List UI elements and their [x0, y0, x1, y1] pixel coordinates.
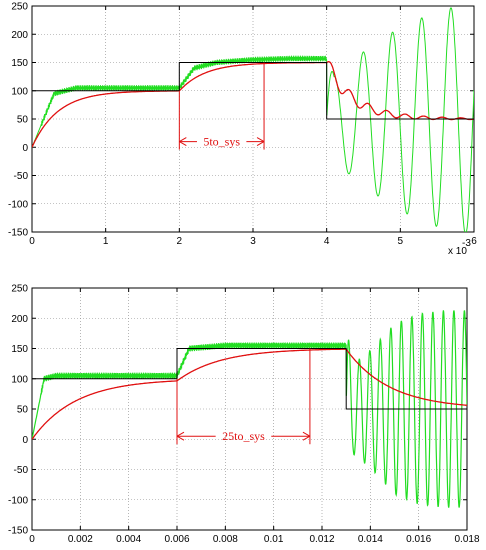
bottom-xtick-label: 0.01 [264, 534, 284, 545]
bottom-ytick-label: 0 [22, 435, 28, 446]
bottom-ytick-label: 200 [11, 314, 28, 325]
bottom-annotation-arrowhead-left [176, 431, 185, 441]
top-ytick-label: -100 [8, 199, 28, 210]
top-ytick-label: -150 [8, 228, 28, 239]
top-annotation-arrowhead-right [256, 137, 265, 147]
bottom-xtick-label: 0.018 [454, 534, 479, 545]
top-ytick-label: 100 [11, 86, 28, 97]
bottom-series-group [32, 310, 467, 508]
bottom-ytick-label: 150 [11, 344, 28, 355]
top-annotation-label: 5to_sys [203, 135, 240, 149]
top-ytick-label: -50 [14, 171, 29, 182]
top-ytick-label: 250 [11, 2, 28, 13]
top-x-multiplier-exp: -3 [462, 238, 471, 249]
top-annotation: 5to_sys [178, 62, 265, 150]
top-chart-panel: -150 -100 -50 0 50 100 150 200 250 0 1 2 3 4 5 6 x 10-3 5… [8, 2, 477, 258]
bottom-annotation: 25to_sys [176, 348, 311, 445]
bottom-chart-panel: -150 -100 -50 0 50 100 150 200 250 0 0.002 0.004 0.0… [8, 284, 480, 546]
bottom-xtick-label: 0.012 [309, 534, 334, 545]
top-xtick-label: 6 [471, 236, 477, 247]
bottom-ytick-label: 100 [11, 374, 28, 385]
top-series-group [32, 7, 474, 232]
bottom-ytick-label: 50 [17, 405, 29, 416]
bottom-xtick-label: 0.002 [68, 534, 93, 545]
bottom-series-red-line [32, 348, 467, 440]
bottom-xtick-label: 0.014 [358, 534, 383, 545]
bottom-xtick-label: 0.006 [164, 534, 189, 545]
top-series-reference-line [32, 62, 474, 120]
bottom-ytick-label: -150 [8, 526, 28, 537]
top-annotation-arrowhead-left [179, 137, 187, 147]
bottom-annotation-label: 25to_sys [222, 429, 265, 443]
top-x-multiplier: x 10 [448, 246, 467, 257]
bottom-ytick-label: -100 [8, 495, 28, 506]
top-xtick-label: 1 [103, 236, 109, 247]
top-xtick-label: 2 [177, 236, 183, 247]
bottom-xtick-label: 0 [29, 534, 35, 545]
top-ytick-label: 0 [22, 143, 28, 154]
top-xtick-label: 0 [29, 236, 35, 247]
top-ytick-label: 200 [11, 30, 28, 41]
bottom-ytick-label: -50 [14, 465, 29, 476]
bottom-xtick-label: 0.016 [406, 534, 431, 545]
bottom-annotation-arrowhead-right [302, 431, 311, 441]
top-ytick-label: 50 [17, 115, 29, 126]
bottom-xtick-label: 0.008 [213, 534, 238, 545]
bottom-ytick-label: 250 [11, 284, 28, 295]
top-series-red-line [32, 61, 474, 148]
top-ytick-label: 150 [11, 58, 28, 69]
top-xtick-label: 3 [250, 236, 256, 247]
bottom-series-reference-line [32, 348, 467, 410]
bottom-xtick-label: 0.004 [116, 534, 141, 545]
top-xtick-label: 4 [324, 236, 330, 247]
top-xtick-label: 5 [398, 236, 404, 247]
